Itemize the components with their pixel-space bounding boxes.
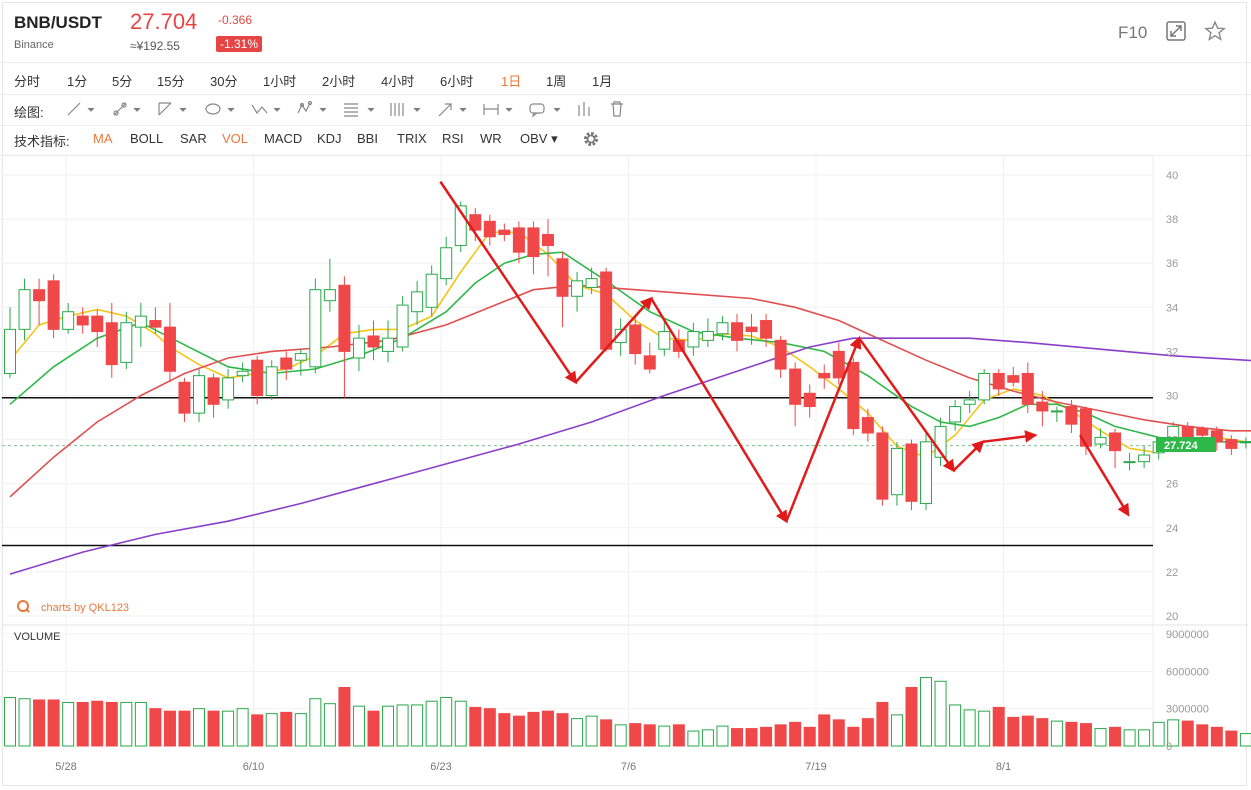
f10-button[interactable]: F10 (1118, 23, 1148, 42)
tf-tab-active[interactable]: 1日 (501, 74, 522, 89)
indicator-obv-dropdown[interactable]: OBV ▾ (520, 131, 558, 146)
parallel-tool-icon[interactable] (390, 103, 421, 116)
range-tool-icon[interactable] (483, 104, 513, 115)
tf-tab[interactable]: 1月 (592, 74, 613, 89)
tf-tab[interactable]: 6小时 (440, 74, 474, 89)
star-icon[interactable] (1204, 20, 1226, 42)
indicator-ma[interactable]: MA (93, 131, 113, 146)
price-change: -0.366 (218, 13, 253, 27)
change-percent-badge: -1.31% (216, 36, 263, 52)
tf-tab[interactable]: 2小时 (322, 74, 356, 89)
expand-icon[interactable] (1165, 20, 1187, 42)
tf-tab[interactable]: 30分 (210, 74, 238, 89)
line-tool-icon[interactable] (67, 102, 95, 116)
indicator-boll[interactable]: BOLL (130, 131, 164, 146)
trend-tool-icon[interactable] (158, 102, 187, 116)
indicator-bbi[interactable]: BBI (357, 131, 378, 146)
arrow-tool-icon[interactable] (438, 103, 467, 117)
tf-tab[interactable]: 1分 (67, 74, 88, 89)
indicator-rsi[interactable]: RSI (442, 131, 464, 146)
price-cny: ≈¥192.55 (130, 39, 180, 53)
indicator-kdj[interactable]: KDJ (317, 131, 342, 146)
tf-tab[interactable]: 15分 (157, 74, 185, 89)
indicator-macd[interactable]: MACD (264, 131, 303, 146)
drawing-tools (67, 100, 623, 118)
ellipse-tool-icon[interactable] (205, 103, 235, 115)
drawing-toolbar: 绘图: (0, 95, 1251, 126)
wave-tool-icon[interactable] (251, 104, 281, 115)
last-price: 27.704 (130, 9, 198, 34)
pattern-tool-icon[interactable] (297, 100, 327, 114)
tf-tab[interactable]: 分时 (14, 74, 41, 89)
tf-tab[interactable]: 1小时 (263, 74, 297, 89)
tf-tab[interactable]: 5分 (112, 74, 133, 89)
timeframe-bar: 分时 1分 5分 15分 30分 1小时 2小时 4小时 6小时 1日 1周 1… (0, 64, 1251, 95)
ray-tool-icon[interactable] (113, 102, 141, 116)
drawing-label: 绘图: (14, 105, 44, 120)
settings-gear-icon[interactable] (582, 130, 600, 148)
exchange-name: Binance (14, 39, 54, 51)
tf-tab[interactable]: 4小时 (381, 74, 415, 89)
indicator-trix[interactable]: TRIX (397, 131, 427, 146)
tf-tab[interactable]: 1周 (546, 74, 567, 89)
indicator-label: 技术指标: (14, 134, 70, 149)
bars-tool-icon[interactable] (578, 102, 590, 116)
note-tool-icon[interactable] (529, 103, 561, 118)
indicator-sar[interactable]: SAR (180, 131, 207, 146)
header: BNB/USDT Binance 27.704 ≈¥192.55 -0.366 … (0, 0, 1251, 63)
delete-icon[interactable] (611, 101, 623, 117)
indicator-wr[interactable]: WR (480, 131, 502, 146)
fib-tool-icon[interactable] (344, 103, 375, 117)
indicator-bar: 技术指标: MA BOLL SAR VOL MACD KDJ BBI TRIX … (0, 125, 1251, 156)
indicator-vol[interactable]: VOL (222, 131, 249, 146)
symbol-title: BNB/USDT (14, 13, 102, 32)
